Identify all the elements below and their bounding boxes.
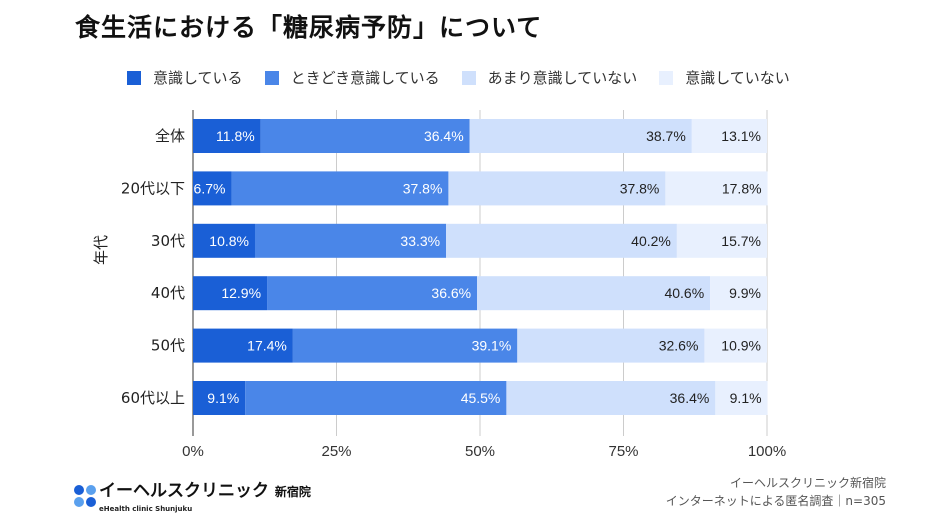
bar-segment (245, 381, 507, 415)
data-label: 33.3% (400, 233, 440, 249)
legend-label: ときどき意識している (290, 69, 440, 87)
legend: 意識している ときどき意識している あまり意識していない 意識していない (127, 68, 790, 88)
bar-segment (231, 171, 449, 206)
data-label: 36.6% (431, 285, 471, 301)
source-line-1: イーヘルスクリニック新宿院 (729, 476, 886, 490)
bar-segment (446, 223, 677, 258)
bar-segment (691, 119, 767, 153)
logo-main: イーヘルスクリニック (99, 481, 269, 501)
bar-segment (193, 381, 246, 415)
chart-title: 食生活における「糖尿病予防」について (75, 13, 543, 42)
category-label: 50代 (151, 337, 185, 355)
data-label: 17.8% (722, 180, 762, 196)
category-label: 60代以上 (121, 389, 185, 407)
legend-label: 意識している (153, 69, 243, 87)
x-tick-label: 75% (608, 443, 638, 460)
bar-segment (710, 276, 767, 311)
logo-dots-icon (74, 485, 96, 507)
bar-segment (193, 276, 268, 311)
data-label: 37.8% (403, 180, 443, 196)
bar-segment (704, 328, 767, 363)
bar-segment (193, 223, 255, 258)
legend-swatch (461, 71, 476, 85)
legend-item: ときどき意識している (264, 68, 440, 88)
bar-segment (517, 328, 705, 363)
data-label: 15.7% (721, 233, 761, 249)
legend-swatch (659, 71, 674, 85)
bar-segment (260, 119, 470, 153)
legend-label: あまり意識していない (487, 69, 638, 87)
data-label: 9.9% (729, 285, 761, 301)
bar-segment (193, 171, 232, 206)
data-label: 10.8% (209, 233, 249, 249)
bar-segment (254, 223, 447, 258)
data-label: 13.1% (721, 128, 761, 144)
bar-segment (292, 328, 518, 363)
bar-segment (193, 119, 261, 153)
legend-item: 意識している (127, 68, 243, 88)
category-label: 40代 (151, 284, 185, 302)
data-label: 45.5% (461, 390, 501, 406)
bar-segment (715, 381, 768, 415)
data-label: 37.8% (620, 180, 660, 196)
bar-segment (477, 276, 711, 311)
data-label: 38.7% (646, 128, 686, 144)
legend-swatch (264, 71, 279, 85)
bar-segment (448, 171, 666, 206)
data-label: 36.4% (670, 390, 710, 406)
x-tick-label: 50% (465, 443, 495, 460)
data-label: 40.2% (631, 233, 671, 249)
x-tick-label: 25% (321, 443, 351, 460)
data-label: 9.1% (207, 390, 239, 406)
bar-segment (506, 381, 716, 415)
category-label: 20代以下 (121, 179, 185, 197)
x-tick-label: 100% (748, 443, 786, 460)
source-line-2: インターネットによる匿名調査｜n=305 (665, 494, 886, 508)
source-note: イーヘルスクリニック新宿院 インターネットによる匿名調査｜n=305 (666, 474, 886, 510)
legend-item: 意識していない (659, 68, 790, 88)
data-label: 10.9% (721, 338, 761, 354)
data-label: 39.1% (472, 338, 512, 354)
data-label: 40.6% (664, 285, 704, 301)
data-label: 9.1% (730, 390, 762, 406)
data-label: 32.6% (659, 338, 699, 354)
bar-segment (665, 171, 768, 206)
logo-sub: eHealth clinic Shunjuku (99, 505, 193, 513)
x-tick-label: 0% (182, 443, 204, 460)
legend-swatch (127, 71, 141, 85)
logo-suffix: 新宿院 (274, 485, 311, 499)
data-label: 12.9% (221, 285, 261, 301)
bar-segment (469, 119, 692, 153)
data-label: 17.4% (247, 338, 287, 354)
category-label: 30代 (151, 232, 185, 250)
legend-item: あまり意識していない (461, 68, 638, 88)
bar-segment (676, 223, 767, 258)
data-label: 6.7% (194, 180, 226, 196)
legend-label: 意識していない (685, 69, 790, 87)
bar-segment (267, 276, 478, 311)
data-label: 11.8% (216, 128, 255, 144)
bar-segment (193, 328, 293, 363)
data-label: 36.4% (424, 128, 464, 144)
category-label: 全体 (155, 127, 185, 145)
